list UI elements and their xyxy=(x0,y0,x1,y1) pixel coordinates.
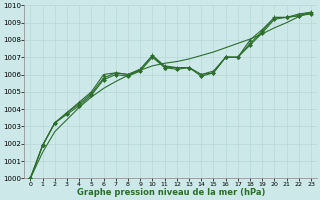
X-axis label: Graphe pression niveau de la mer (hPa): Graphe pression niveau de la mer (hPa) xyxy=(76,188,265,197)
